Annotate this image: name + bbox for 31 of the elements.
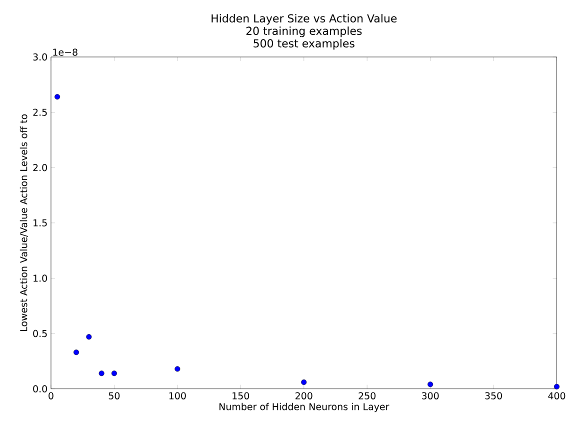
text: 500 test examples bbox=[254, 39, 354, 50]
x-tick-label: 400 bbox=[548, 392, 566, 400]
point bbox=[554, 384, 560, 390]
x-tick-label: 300 bbox=[422, 392, 439, 400]
x-axis-title: Number of Hidden Neurons in Layer bbox=[219, 403, 390, 412]
point bbox=[98, 370, 104, 376]
y-axis-title: Lowest Action Value/Value Action Levels off to bbox=[20, 114, 28, 332]
y-tick-label: 0.5 bbox=[33, 330, 47, 338]
y-tick-label: 0.0 bbox=[33, 385, 47, 393]
y-tick-label: 2.5 bbox=[33, 108, 47, 116]
point bbox=[301, 380, 307, 386]
x-tick-label: 150 bbox=[232, 392, 250, 400]
point bbox=[54, 94, 60, 100]
x-tick-label: 200 bbox=[296, 392, 312, 400]
point bbox=[86, 334, 92, 340]
chart-title: Hidden Layer Size vs Action Value bbox=[212, 14, 397, 25]
text: 1e−8 bbox=[53, 48, 78, 56]
y-tick-label: 1.0 bbox=[34, 274, 47, 282]
x-tick-label: 250 bbox=[358, 392, 376, 400]
point bbox=[74, 350, 80, 356]
x-tick-label: 100 bbox=[169, 392, 186, 400]
y-tick-label: 2.0 bbox=[33, 164, 47, 172]
x-tick-label: 0 bbox=[48, 392, 54, 400]
point bbox=[174, 366, 180, 372]
x-tick-label: 50 bbox=[108, 392, 120, 400]
x-tick-label: 350 bbox=[485, 392, 502, 400]
point bbox=[111, 370, 117, 376]
y-tick-label: 3.0 bbox=[33, 53, 47, 61]
point bbox=[428, 382, 434, 388]
y-tick-label: 1.5 bbox=[34, 219, 47, 227]
chart-subtitle: 20 training examples bbox=[246, 26, 362, 38]
